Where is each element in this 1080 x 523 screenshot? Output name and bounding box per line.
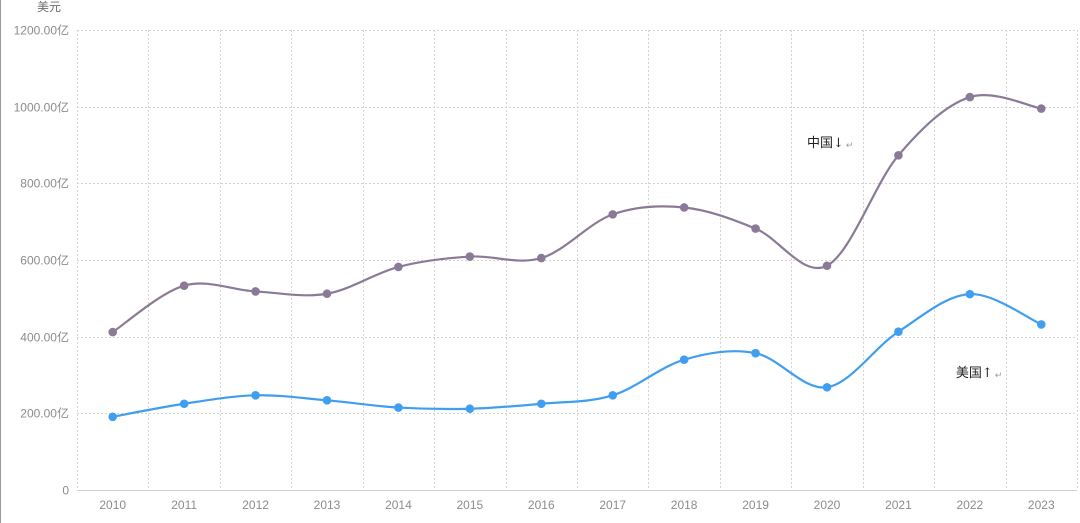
data-point[interactable] — [965, 92, 975, 102]
data-point[interactable] — [322, 289, 332, 299]
data-point[interactable] — [822, 382, 832, 392]
data-point[interactable] — [536, 253, 546, 263]
data-point[interactable] — [465, 252, 475, 261]
data-point[interactable] — [822, 261, 832, 271]
data-point[interactable] — [394, 403, 403, 412]
x-tick-label: 2011 — [171, 498, 197, 512]
data-point[interactable] — [536, 399, 546, 409]
x-tick-label: 2018 — [671, 498, 698, 512]
grid — [77, 30, 1078, 490]
data-point[interactable] — [679, 203, 689, 212]
data-point[interactable] — [251, 391, 260, 400]
y-tick-label: 1000.00亿 — [14, 100, 69, 115]
data-point[interactable] — [608, 210, 618, 219]
data-point[interactable] — [751, 224, 760, 233]
data-point[interactable] — [465, 404, 475, 414]
series-annotation: 美国↑ — [956, 366, 993, 381]
x-tick-label: 2020 — [814, 498, 841, 512]
data-point[interactable] — [251, 287, 260, 296]
y-tick-label: 1200.00亿 — [14, 23, 69, 38]
x-tick-label: 2017 — [599, 498, 626, 512]
annotations: 中国↓ ↵美国↑ ↵ — [807, 136, 1002, 381]
data-point[interactable] — [679, 355, 689, 364]
data-point[interactable] — [179, 281, 189, 290]
y-tick-label: 800.00亿 — [20, 176, 69, 191]
y-tick-label: 200.00亿 — [20, 406, 69, 421]
y-tick-label: 0 — [62, 484, 69, 498]
x-tick-label: 2019 — [742, 498, 769, 512]
y-tick-label: 600.00亿 — [20, 253, 69, 268]
x-tick-label: 2021 — [885, 498, 912, 512]
data-point[interactable] — [894, 327, 903, 336]
x-tick-label: 2014 — [385, 498, 412, 512]
x-tick-label: 2022 — [957, 498, 984, 512]
data-point[interactable] — [965, 289, 975, 299]
y-tick-label: 400.00亿 — [20, 330, 69, 345]
x-tick-label: 2015 — [457, 498, 484, 512]
x-tick-label: 2023 — [1028, 498, 1055, 512]
x-tick-label: 2010 — [99, 498, 126, 512]
series-layer — [108, 92, 1046, 422]
data-point[interactable] — [608, 391, 618, 400]
annotation-return-mark: ↵ — [846, 141, 854, 151]
annotation-return-mark: ↵ — [995, 371, 1003, 381]
series-line — [111, 94, 1043, 334]
series-1 — [108, 289, 1046, 422]
data-point[interactable] — [751, 348, 760, 358]
data-point[interactable] — [1036, 104, 1046, 113]
y-axis-unit-label: 美元 — [37, 0, 61, 14]
series-annotation: 中国↓ — [807, 136, 844, 151]
data-point[interactable] — [108, 412, 118, 422]
data-point[interactable] — [1036, 320, 1046, 329]
x-tick-label: 2016 — [528, 498, 555, 512]
series-0 — [108, 92, 1046, 337]
x-tick-label: 2013 — [314, 498, 341, 512]
data-point[interactable] — [322, 396, 332, 405]
data-point[interactable] — [394, 262, 403, 272]
data-point[interactable] — [108, 327, 118, 337]
data-point[interactable] — [894, 151, 903, 160]
x-tick-label: 2012 — [242, 498, 269, 512]
data-point[interactable] — [179, 399, 189, 409]
